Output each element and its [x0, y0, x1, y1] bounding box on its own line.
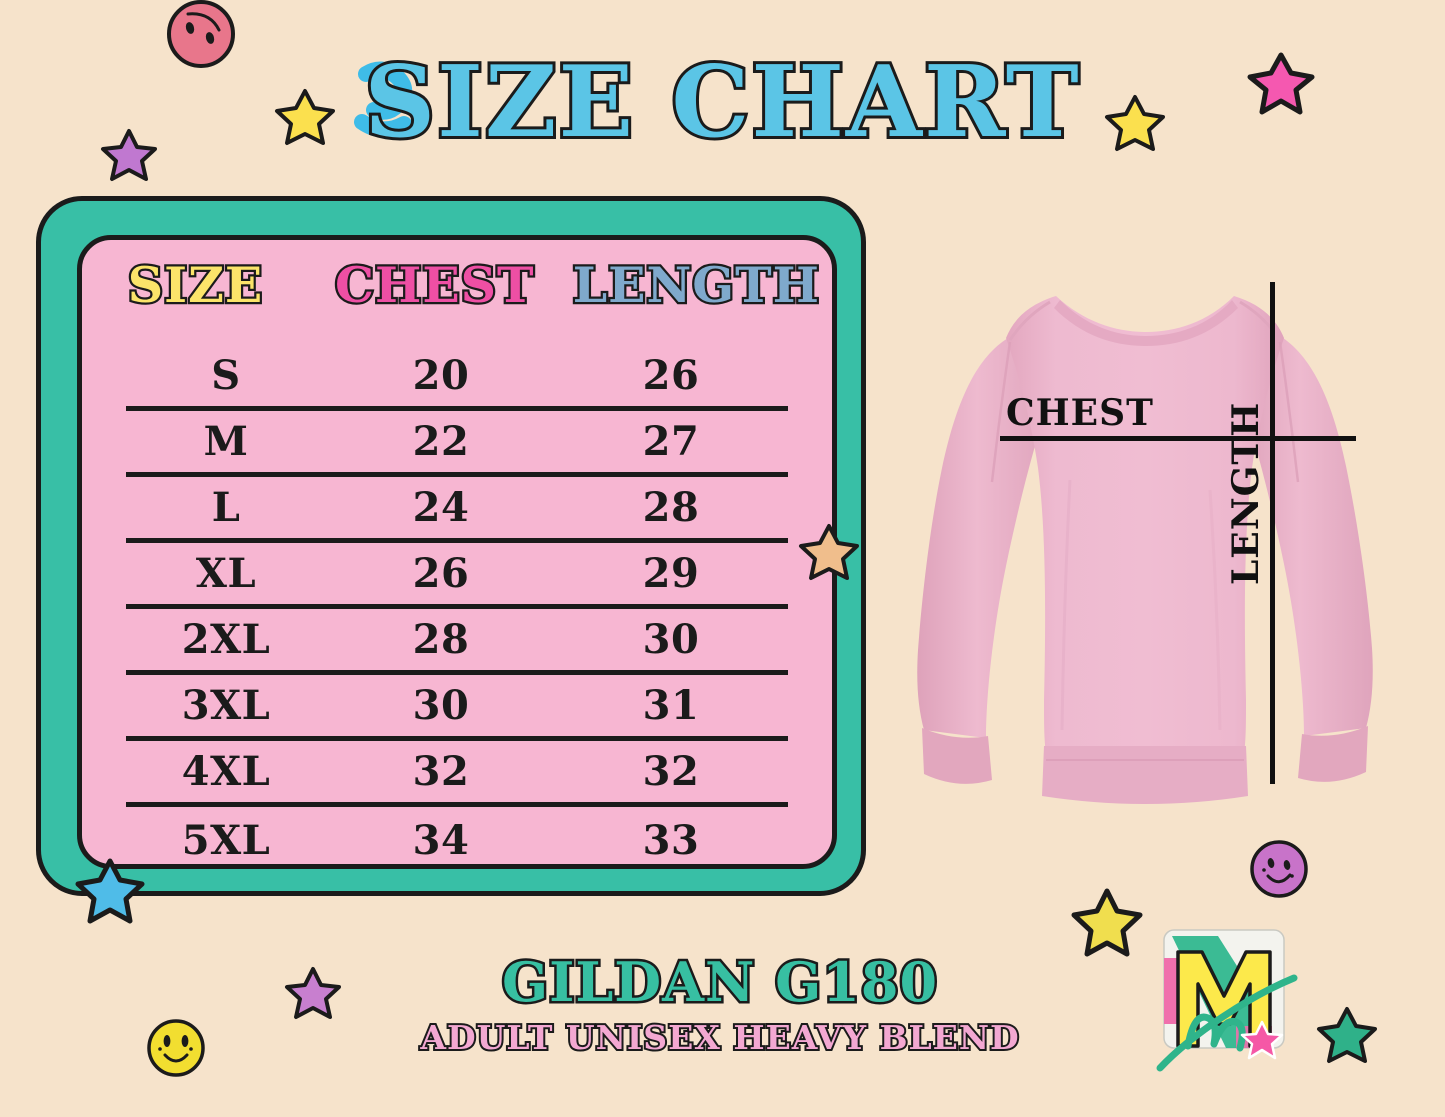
cell-size: 5XL	[181, 816, 271, 864]
column-header-length: LENGTH	[570, 254, 821, 317]
brand-logo-svg	[1156, 929, 1298, 1072]
smiley-purple-right-icon	[1248, 838, 1310, 900]
star-yellow-top-left-icon	[274, 86, 336, 148]
star-tan-mid-right-icon	[798, 521, 860, 583]
cell-chest: 24	[412, 484, 470, 531]
size-table-frame: SIZE CHEST LENGTH S 20 26 M 22 27 L 24	[36, 196, 866, 896]
cell-chest: 32	[412, 748, 470, 795]
column-header-size: SIZE	[126, 254, 265, 317]
cell-size: 2XL	[181, 616, 271, 663]
star-purple-top-left-icon	[100, 126, 158, 184]
cell-chest: 34	[412, 816, 470, 864]
table-body: S 20 26 M 22 27 L 24 28 XL 26 29	[82, 345, 832, 864]
table-row: XL 26 29	[126, 543, 788, 609]
product-subtitle: ADULT UNISEX HEAVY BLEND	[418, 1016, 1020, 1059]
cell-size: 4XL	[181, 748, 271, 795]
cell-length: 27	[642, 418, 700, 465]
table-row: M 22 27	[126, 411, 788, 477]
chest-measure-label: CHEST	[1006, 392, 1154, 434]
smiley-blue-top-icon	[352, 60, 434, 146]
cell-size: M	[203, 418, 249, 465]
star-green-bottom-icon	[1316, 1004, 1378, 1066]
cell-length: 26	[642, 352, 700, 399]
sweatshirt-illustration	[860, 230, 1430, 880]
cell-chest: 26	[412, 550, 470, 597]
table-row: S 20 26	[126, 345, 788, 411]
smiley-pink-top-left-icon	[163, 0, 239, 72]
cell-length: 32	[642, 748, 700, 795]
star-pink-top-right-icon	[1246, 50, 1316, 118]
table-row: L 24 28	[126, 477, 788, 543]
cell-length: 31	[642, 682, 700, 729]
page-title: SIZE CHART	[361, 45, 1081, 160]
cell-chest: 22	[412, 418, 470, 465]
size-table-panel: SIZE CHEST LENGTH S 20 26 M 22 27 L 24	[77, 235, 837, 869]
chest-measure-line	[1000, 436, 1356, 441]
table-row: 5XL 34 33	[126, 807, 788, 864]
star-yellow-top-right-icon	[1104, 92, 1166, 154]
cell-length: 30	[642, 616, 700, 663]
smiley-yellow-bottom-icon	[144, 1016, 208, 1080]
product-name: GILDAN G180	[499, 948, 939, 1017]
length-measure-line	[1270, 282, 1275, 784]
table-row: 2XL 28 30	[126, 609, 788, 675]
cell-length: 33	[642, 816, 700, 864]
cell-chest: 28	[412, 616, 470, 663]
star-blue-bottom-left-icon	[74, 856, 146, 928]
sweatshirt-svg	[917, 276, 1373, 804]
cell-chest: 30	[412, 682, 470, 729]
cell-size: L	[211, 484, 241, 531]
cell-length: 28	[642, 484, 700, 531]
table-row: 3XL 30 31	[126, 675, 788, 741]
column-header-chest: CHEST	[333, 254, 536, 317]
cell-size: S	[211, 352, 241, 399]
length-measure-label: LENGTH	[1225, 401, 1267, 585]
star-purple-bottom-icon	[284, 964, 342, 1022]
brand-logo[interactable]	[1152, 922, 1302, 1082]
cell-chest: 20	[412, 352, 470, 399]
cell-size: 3XL	[181, 682, 271, 729]
cell-length: 29	[642, 550, 700, 597]
star-yellow-bottom-icon	[1070, 886, 1144, 960]
cell-size: XL	[195, 550, 257, 597]
table-row: 4XL 32 32	[126, 741, 788, 807]
table-header-row: SIZE CHEST LENGTH	[82, 254, 832, 317]
